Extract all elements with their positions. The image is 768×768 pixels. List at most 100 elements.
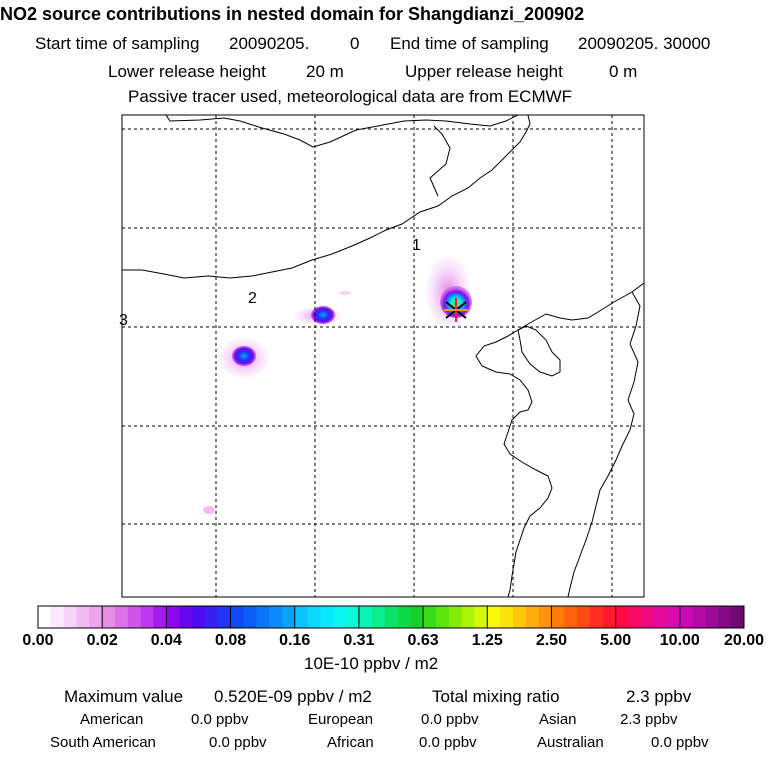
colorbar-tick-label: 0.02 xyxy=(87,632,118,649)
border-line-center xyxy=(122,115,531,279)
colorbar-cell xyxy=(577,606,591,628)
colorbar-cell xyxy=(705,606,719,628)
colorbar-cell xyxy=(512,606,527,628)
colorbar-cell xyxy=(307,606,321,628)
region-american-value: 0.0 ppbv xyxy=(191,711,249,728)
colorbar-cell xyxy=(602,606,617,628)
colorbar-cell xyxy=(654,606,668,628)
coastline xyxy=(475,282,644,597)
colorbar-cell xyxy=(371,606,386,628)
colorbar-cell xyxy=(435,606,450,628)
max-value: 0.520E-09 ppbv / m2 xyxy=(214,687,372,706)
max-value-label: Maximum value xyxy=(64,687,184,706)
region-asian-value: 2.3 ppbv xyxy=(620,711,678,728)
page-title: NO2 source contributions in nested domai… xyxy=(0,4,585,24)
colorbar-cell xyxy=(76,606,90,628)
region-african-label: African xyxy=(327,734,374,751)
map-frame xyxy=(121,114,645,598)
receptor-star-icon xyxy=(444,298,468,322)
region-label-1: 1 xyxy=(412,237,421,254)
coastline-peninsula xyxy=(567,291,641,597)
colorbar-cell xyxy=(551,606,565,628)
total-mixing-label: Total mixing ratio xyxy=(432,687,560,706)
colorbar-tick-label: 0.63 xyxy=(408,632,439,649)
colorbar-cell xyxy=(153,606,167,628)
colorbar-cell xyxy=(217,606,232,628)
upper-release-label: Upper release height xyxy=(405,62,563,81)
colorbar-cell xyxy=(269,606,283,628)
colorbar-cell xyxy=(666,606,681,628)
colorbar-cell xyxy=(538,606,552,628)
region-european-value: 0.0 ppbv xyxy=(421,711,479,728)
colorbar-cell xyxy=(500,606,514,628)
region-label-2: 2 xyxy=(248,290,257,307)
colorbar-cell xyxy=(423,606,437,628)
region-australian-value: 0.0 ppbv xyxy=(651,734,709,751)
colorbar-cell xyxy=(692,606,706,628)
colorbar-unit: 10E-10 ppbv / m2 xyxy=(304,654,439,673)
colorbar-cell xyxy=(346,606,360,628)
region-label-3: 3 xyxy=(119,312,128,329)
colorbar-cell xyxy=(230,606,244,628)
colorbar-cell xyxy=(448,606,463,628)
colorbar-cell xyxy=(192,606,206,628)
plume-2-core xyxy=(311,306,335,324)
lower-release-label: Lower release height xyxy=(108,62,266,81)
border-line-east xyxy=(429,125,451,197)
end-time-value: 20090205. 30000 xyxy=(578,34,711,53)
plume-4-halo xyxy=(203,506,215,514)
colorbar-tick-label: 0.00 xyxy=(22,632,53,649)
end-time-label: End time of sampling xyxy=(390,34,549,53)
plume-3-core xyxy=(232,346,256,366)
colorbar-cell xyxy=(179,606,193,628)
colorbar-cell xyxy=(294,606,309,628)
region-african-value: 0.0 ppbv xyxy=(419,734,477,751)
colorbar-cell xyxy=(461,606,475,628)
colorbar-cell xyxy=(628,606,642,628)
colorbar-tick-label: 2.50 xyxy=(536,632,567,649)
colorbar-cell xyxy=(50,606,65,628)
colorbar-cell xyxy=(474,606,488,628)
colorbar-cell xyxy=(333,606,347,628)
colorbar-cell xyxy=(89,606,103,628)
coastline-bay xyxy=(517,325,561,377)
colorbar-tick-label: 0.31 xyxy=(343,632,374,649)
colorbar-cell xyxy=(102,606,116,628)
colorbar-cell xyxy=(718,606,732,628)
colorbar-tick-label: 1.25 xyxy=(472,632,503,649)
start-time-hour: 0 xyxy=(350,34,360,53)
colorbar-cell xyxy=(38,606,52,628)
colorbar-cell xyxy=(589,606,604,628)
colorbar-cell xyxy=(140,606,155,628)
region-south-american-label: South American xyxy=(50,734,156,751)
region-european-label: European xyxy=(308,711,374,728)
upper-release-value: 0 m xyxy=(609,62,638,81)
colorbar-cell xyxy=(397,606,411,628)
colorbar-tick-label: 0.08 xyxy=(215,632,246,649)
colorbar-cell xyxy=(256,606,270,628)
colorbar-cell xyxy=(487,606,501,628)
colorbar-cell xyxy=(166,606,180,628)
plume-5-halo xyxy=(339,291,351,295)
region-australian-label: Australian xyxy=(537,734,604,751)
colorbar-cell xyxy=(384,606,398,628)
colorbar-cell xyxy=(63,606,78,628)
start-time-value: 20090205. xyxy=(229,34,310,53)
colorbar-tick-label: 5.00 xyxy=(600,632,631,649)
colorbar-cell xyxy=(564,606,578,628)
colorbar-cell xyxy=(410,606,424,628)
colorbar-cell xyxy=(679,606,694,628)
colorbar-tick-label: 20.00 xyxy=(724,632,764,649)
total-mixing-value: 2.3 ppbv xyxy=(626,687,692,706)
border-line-north xyxy=(165,115,519,148)
colorbar-cell xyxy=(320,606,334,628)
region-south-american-value: 0.0 ppbv xyxy=(209,734,267,751)
lower-release-value: 20 m xyxy=(306,62,344,81)
colorbar-cell xyxy=(204,606,219,628)
tracer-note: Passive tracer used, meteorological data… xyxy=(128,87,573,106)
colorbar-cell xyxy=(358,606,373,628)
colorbar-cell xyxy=(243,606,257,628)
colorbar-cell xyxy=(525,606,540,628)
